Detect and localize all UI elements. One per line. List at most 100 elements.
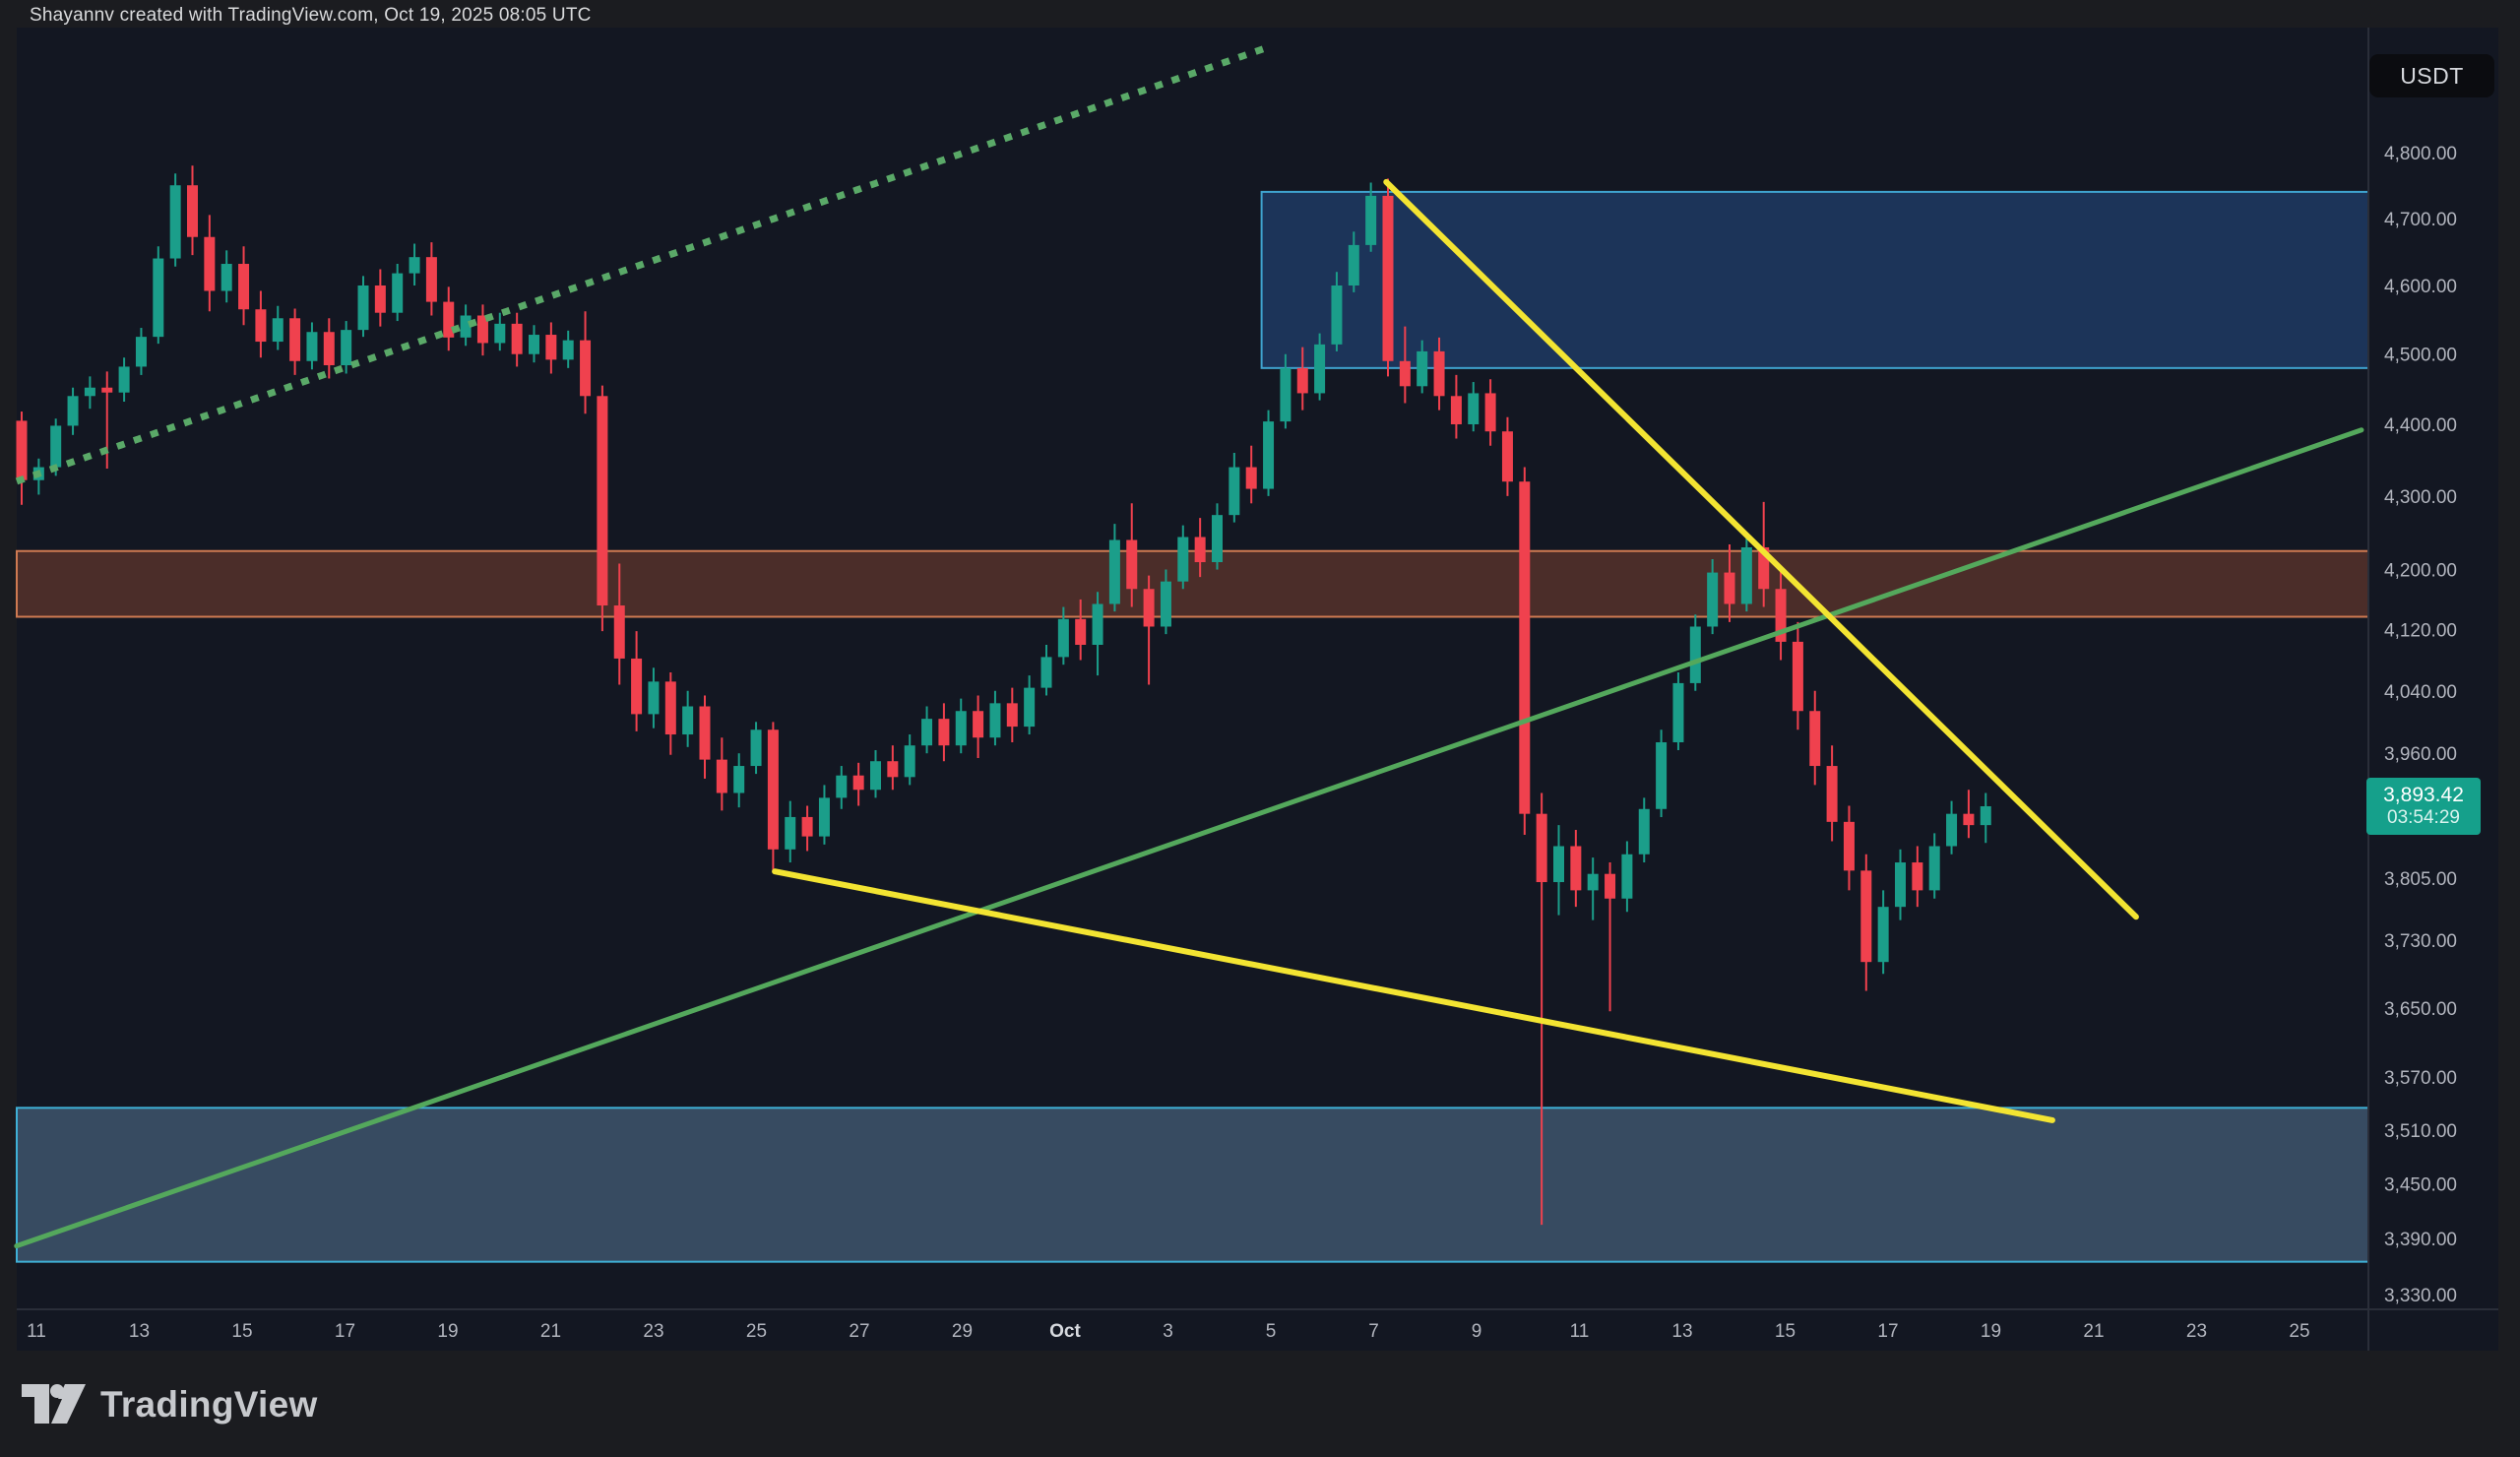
candle (238, 246, 250, 326)
support-band[interactable] (16, 1107, 2369, 1263)
candle-body (255, 309, 267, 343)
candle-body (1605, 873, 1616, 899)
candle-body (323, 332, 335, 366)
candle (1553, 825, 1564, 916)
candle-body (169, 185, 181, 259)
candle (631, 631, 643, 731)
ascending-support-trendline[interactable] (14, 427, 2364, 1249)
candle (1296, 347, 1308, 411)
time-scale[interactable]: 11 13 15 17 19 21 23 25 27 29 Oct 3 5 7 9 11 13 15 17 19 21 2… (27, 1321, 2309, 1342)
candle (323, 318, 335, 379)
candle (1501, 416, 1513, 496)
candle-body (1707, 572, 1719, 627)
resistance-band[interactable] (16, 549, 2369, 618)
time-tick-label: 7 (1368, 1321, 1379, 1342)
candle-body (1006, 703, 1018, 728)
candle (1605, 862, 1616, 1012)
candle-body (425, 257, 437, 302)
candle-body (989, 703, 1001, 738)
time-tick-label: 19 (437, 1321, 458, 1342)
price-tick-label: 4,500.00 (2384, 346, 2457, 366)
candle-body (1399, 360, 1411, 387)
candle-body (135, 337, 147, 367)
candle-body (101, 387, 113, 393)
ascending-dotted-trendline[interactable] (15, 44, 1268, 485)
price-tick-label: 4,200.00 (2384, 561, 2457, 582)
candle (1468, 382, 1480, 432)
candle-body (289, 318, 301, 361)
candle-body (1826, 766, 1838, 822)
candle (1928, 833, 1940, 899)
candle-body (1417, 350, 1428, 387)
candle (750, 722, 762, 775)
candle (529, 325, 539, 363)
price-tick-label: 3,730.00 (2384, 931, 2457, 952)
candle-body (118, 366, 130, 393)
candle-body (733, 766, 745, 793)
candle (84, 376, 95, 410)
candle-body (1519, 481, 1531, 814)
candle-body (16, 420, 28, 480)
candle (1946, 800, 1958, 855)
candle-body (1912, 862, 1923, 891)
candle-body (357, 285, 369, 331)
candle (1621, 841, 1633, 913)
candle (272, 305, 284, 350)
candle-body (1621, 854, 1633, 899)
time-tick-label: 15 (1775, 1321, 1796, 1342)
candle (1912, 846, 1923, 908)
tradingview-logo-text: TradingView (100, 1384, 318, 1425)
candle-body (699, 706, 711, 760)
candle (1040, 644, 1052, 696)
candle-body (1638, 808, 1650, 855)
candle-body (1468, 393, 1480, 425)
candle (374, 269, 386, 327)
time-tick-label: 13 (129, 1321, 150, 1342)
candle-body (1296, 367, 1308, 394)
candle-body (1126, 539, 1138, 590)
candle-body (1057, 618, 1069, 658)
candle-body (1280, 367, 1292, 422)
candle-body (476, 315, 488, 344)
chart-panel-background (17, 28, 2498, 1351)
candle (1963, 790, 1975, 839)
candle-body (955, 711, 967, 746)
bar-countdown: 03:54:29 (2387, 807, 2460, 829)
candle (1194, 518, 1206, 578)
tradingview-logo[interactable]: TradingView (22, 1384, 318, 1425)
candle-body (904, 745, 915, 778)
tradingview-logo-icon (22, 1384, 86, 1424)
candle-body (1092, 603, 1103, 645)
supply-zone[interactable] (1260, 190, 2369, 369)
candle (699, 695, 711, 779)
candle-body (1177, 537, 1189, 582)
candle (921, 706, 933, 754)
candle-body (1228, 467, 1240, 516)
candle (1263, 410, 1275, 496)
candle (1519, 467, 1531, 835)
candle-body (1075, 618, 1087, 645)
descending-shallow-trendline[interactable] (772, 868, 2055, 1123)
price-tick-label: 4,600.00 (2384, 277, 2457, 297)
candle-body (1108, 539, 1120, 604)
candle-body (1587, 873, 1599, 891)
descending-steep-trendline[interactable] (1383, 178, 2139, 920)
candle-body (1348, 244, 1359, 285)
candle-body (494, 323, 506, 344)
candle-body (1160, 581, 1171, 627)
candle-body (1740, 546, 1752, 604)
candle (135, 328, 147, 375)
price-scale[interactable]: 4,800.00 4,700.00 4,600.00 4,500.00 4,400.00… (2384, 144, 2457, 1306)
candle (1860, 854, 1872, 991)
candle (67, 387, 79, 435)
candle-body (341, 330, 352, 366)
candle (1228, 452, 1240, 523)
time-tick-label: 21 (2083, 1321, 2104, 1342)
price-tick-label: 3,960.00 (2384, 744, 2457, 765)
candle (494, 312, 506, 351)
candle (1638, 797, 1650, 863)
candle-body (938, 719, 950, 746)
candle (1245, 445, 1257, 504)
candle (580, 311, 592, 414)
candle-body (1553, 846, 1564, 883)
